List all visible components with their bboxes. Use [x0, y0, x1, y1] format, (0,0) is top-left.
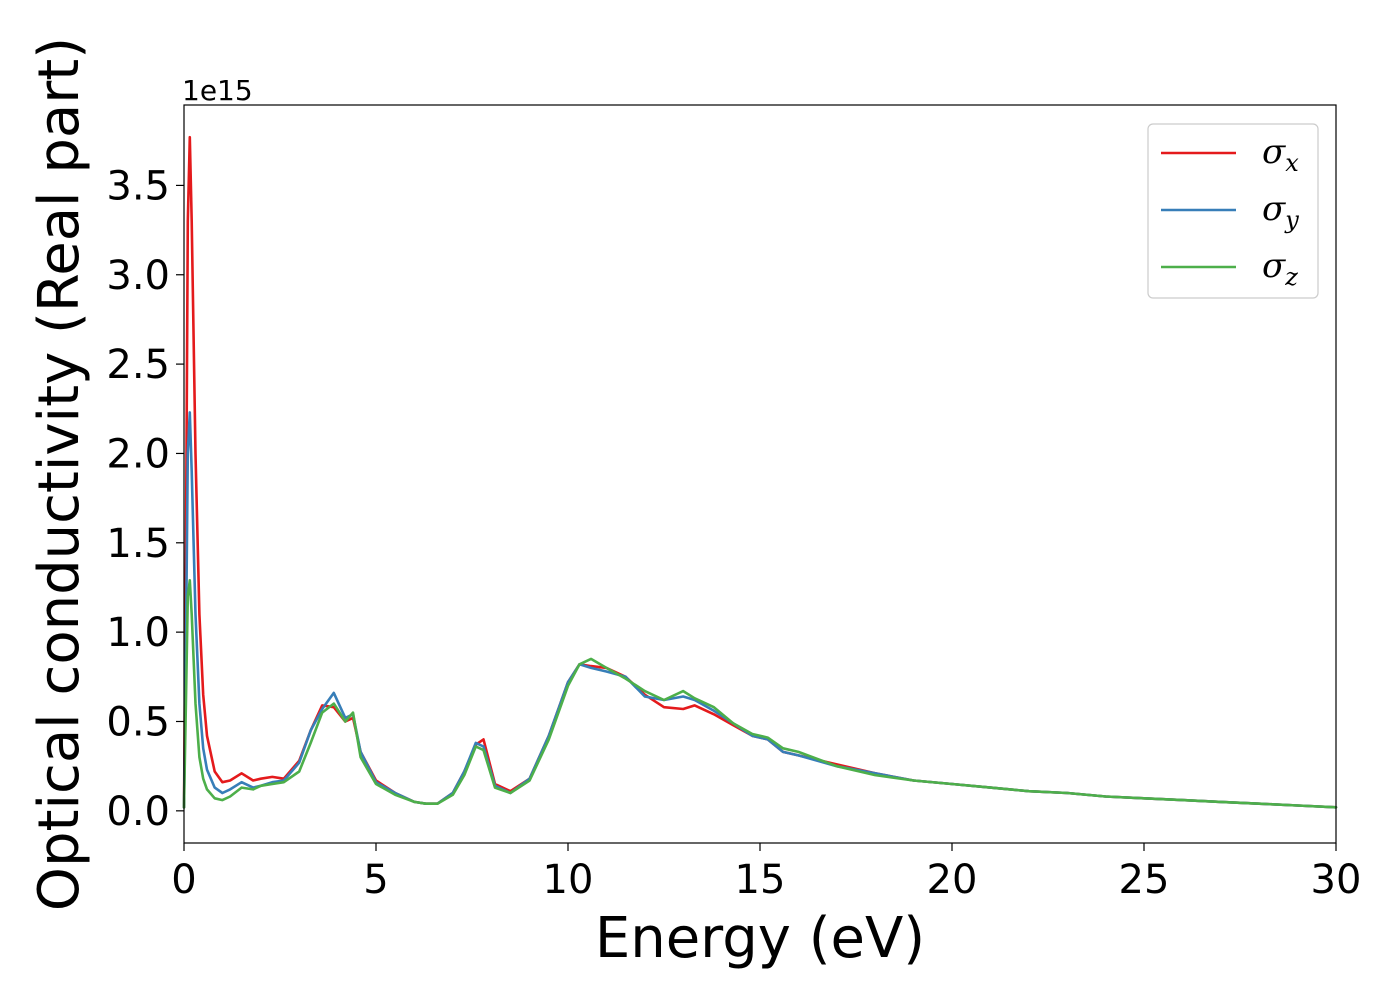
plot-background: [184, 105, 1336, 843]
y-tick-label: 2.0: [106, 431, 170, 477]
y-axis-offset-label: 1e15: [182, 74, 253, 107]
x-tick-label: 30: [1311, 857, 1362, 903]
x-tick-label: 5: [363, 857, 388, 903]
x-tick-label: 15: [735, 857, 786, 903]
series-line-z: [182, 579, 1338, 809]
x-tick-label: 0: [171, 857, 196, 903]
x-axis-ticks: 0 5 10 15 20 25 30: [171, 843, 1361, 903]
y-tick-label: 1.5: [106, 521, 170, 567]
y-tick-label: 3.0: [106, 253, 170, 299]
plot-frame: [183, 104, 1337, 844]
x-tick-label: 10: [543, 857, 594, 903]
y-tick-label: 2.5: [106, 342, 170, 388]
x-axis-title: Energy (eV): [595, 906, 925, 971]
series-layer: [182, 135, 1338, 809]
legend-label-y: σy: [1262, 189, 1299, 234]
x-tick-label: 20: [927, 857, 978, 903]
y-tick-label: 3.5: [106, 163, 170, 209]
y-tick-label: 0.5: [106, 699, 170, 745]
legend: σx σy σz: [1147, 123, 1319, 299]
y-axis-ticks: 0.0 0.5 1.0 1.5 2.0 2.5 3.0 3.5: [106, 163, 184, 835]
y-tick-label: 1.0: [106, 610, 170, 656]
y-tick-label: 0.0: [106, 789, 170, 835]
legend-label-z: σz: [1262, 246, 1298, 291]
y-axis-title: Optical conductivity (Real part): [27, 37, 92, 911]
legend-label-x: σx: [1262, 132, 1299, 177]
x-tick-label: 25: [1119, 857, 1170, 903]
